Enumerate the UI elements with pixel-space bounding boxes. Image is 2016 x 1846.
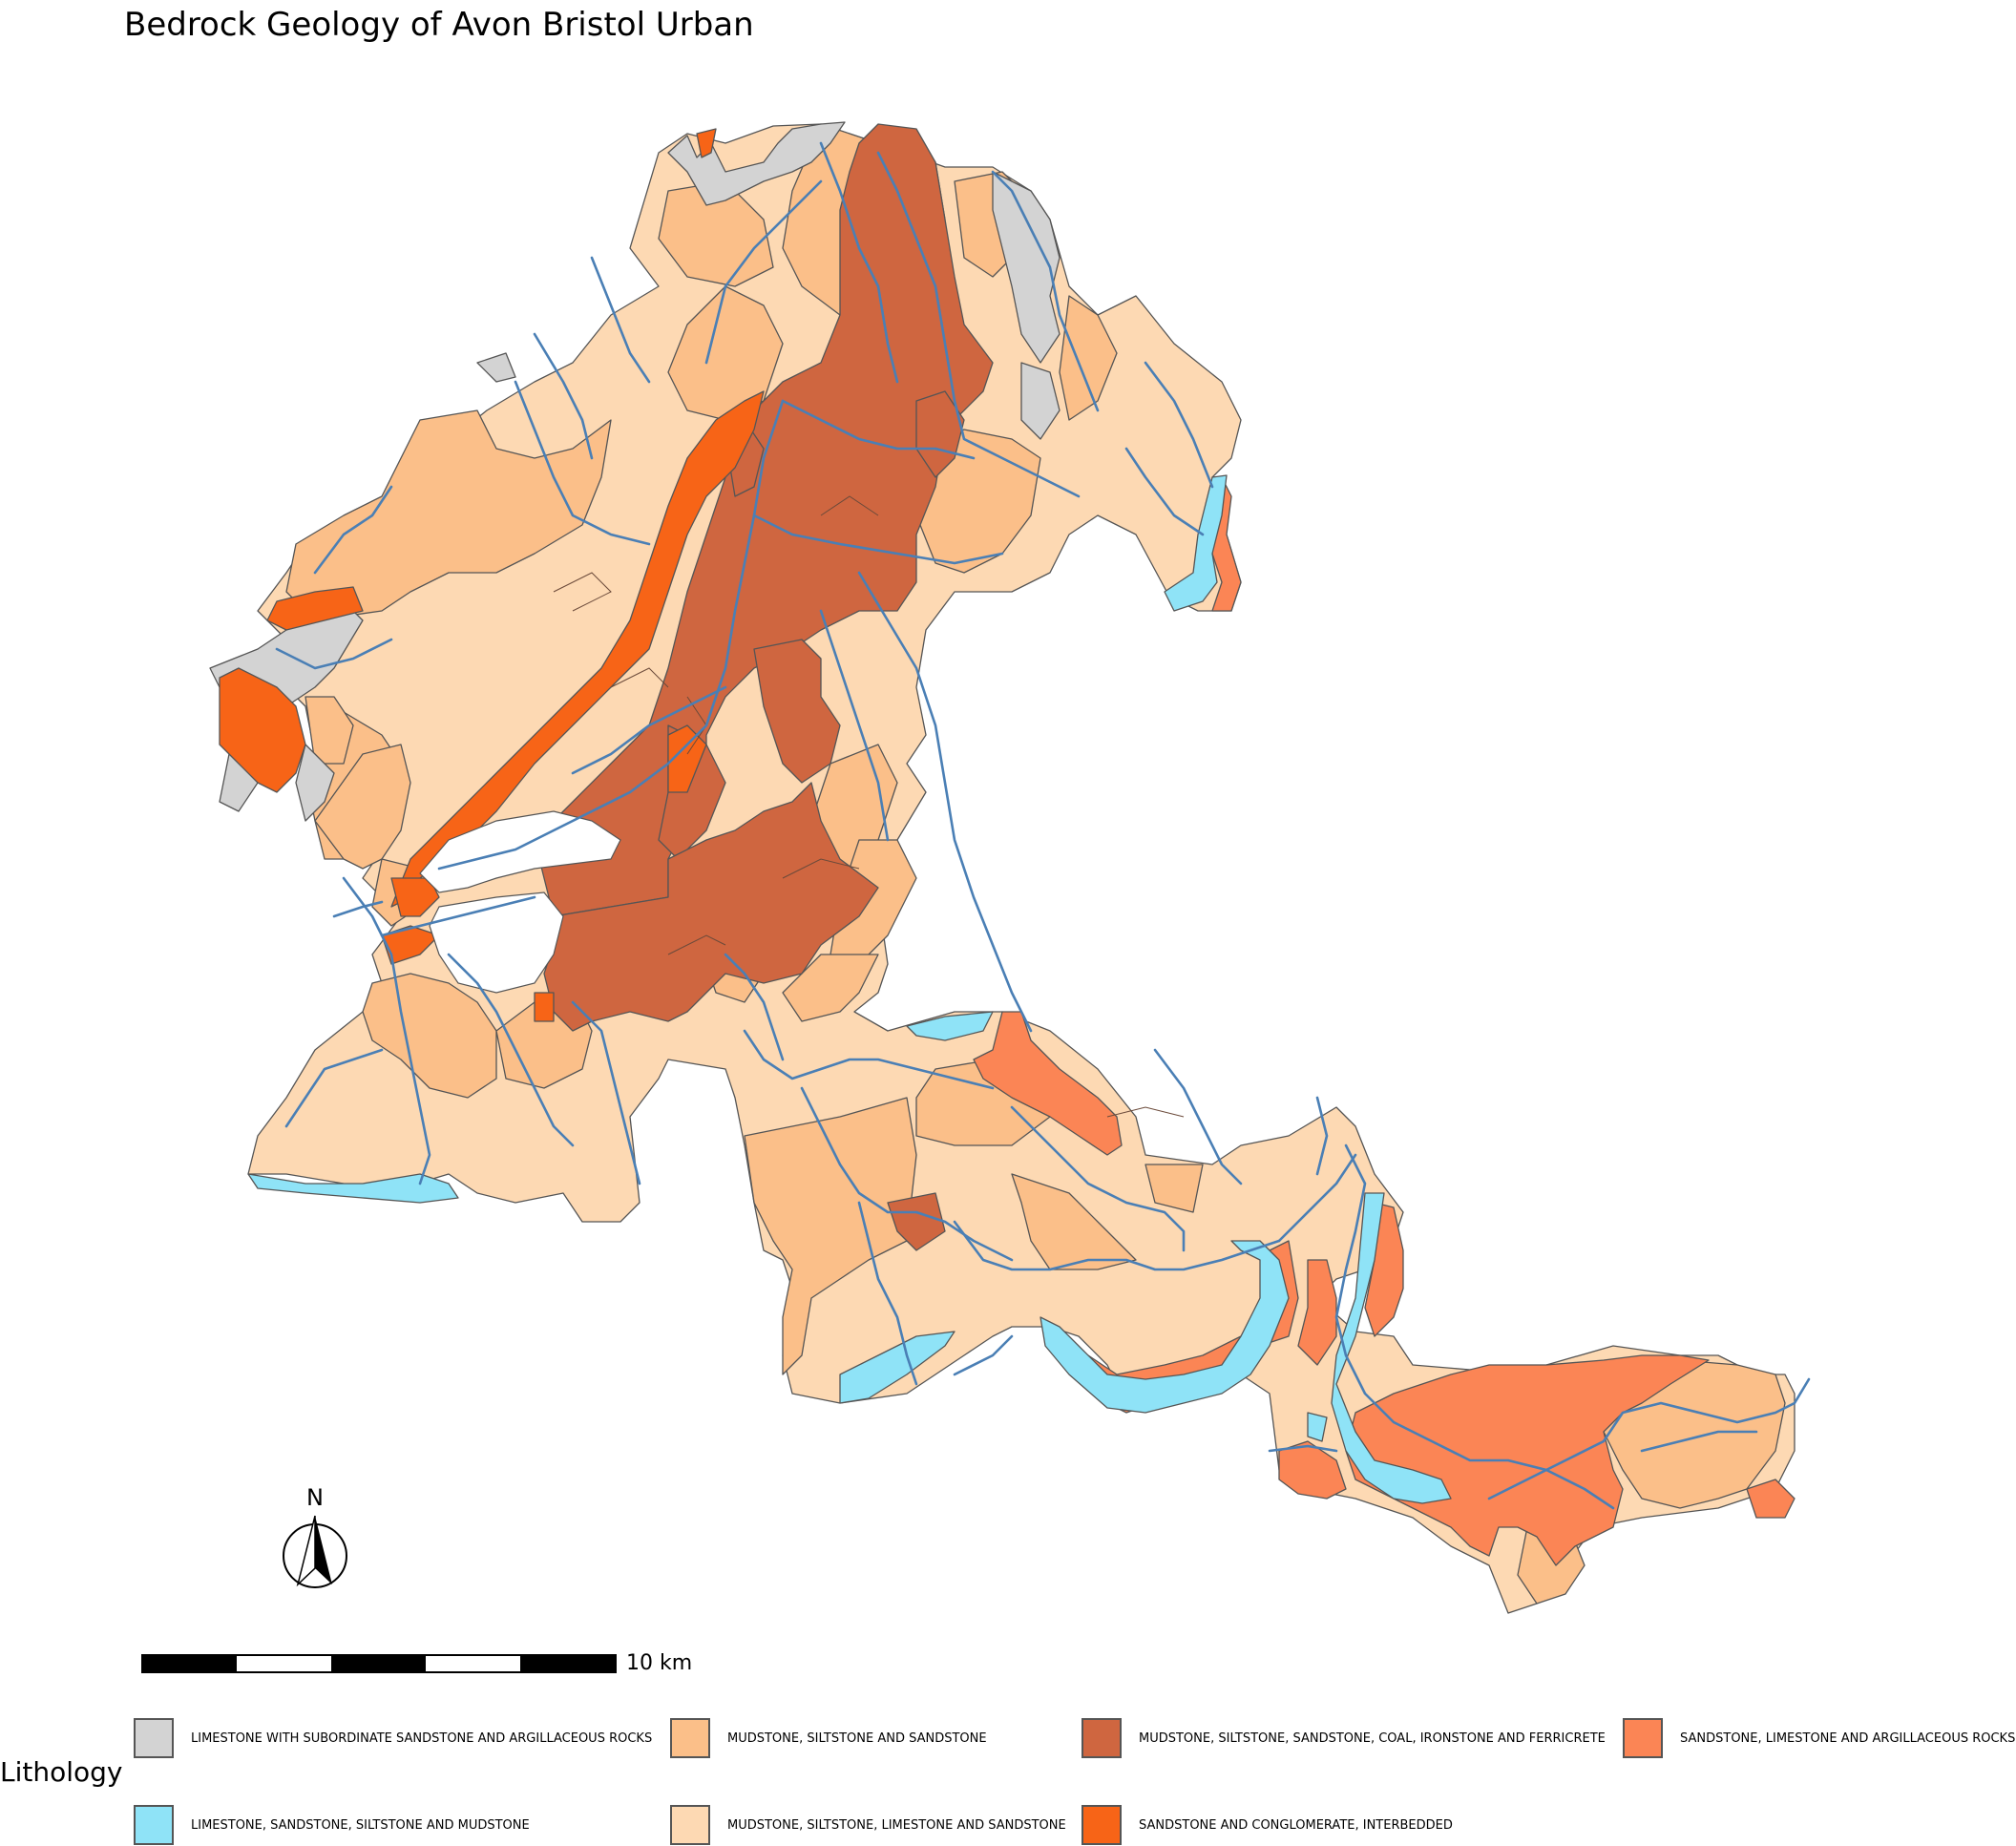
legend-item-label: LIMESTONE WITH SUBORDINATE SANDSTONE AND… [191, 1731, 653, 1746]
unit-mudstone-siltstone-sandstone [285, 123, 1786, 1605]
legend-swatch [1623, 1718, 1663, 1758]
legend-item-label: MUDSTONE, SILTSTONE, SANDSTONE, COAL, IR… [1139, 1731, 1606, 1746]
legend-swatch [670, 1805, 710, 1845]
map-title: Bedrock Geology of Avon Bristol Urban [124, 6, 754, 44]
scale-bar-label: 10 km [626, 1651, 693, 1675]
legend-item: SANDSTONE AND CONGLOMERATE, INTERBEDDED [1082, 1804, 1453, 1846]
legend-item: MUDSTONE, SILTSTONE, SANDSTONE, COAL, IR… [1082, 1717, 1606, 1759]
north-arrow-icon [283, 1515, 347, 1588]
legend-item: MUDSTONE, SILTSTONE AND SANDSTONE [670, 1717, 987, 1759]
sub-basin-boundaries [448, 495, 1185, 1118]
rivers [275, 141, 1811, 1510]
legend-swatch [670, 1718, 710, 1758]
legend-swatch [134, 1805, 174, 1845]
legend-title: Lithology [0, 1756, 123, 1788]
legend-item: MUDSTONE, SILTSTONE, LIMESTONE AND SANDS… [670, 1804, 1066, 1846]
legend-swatch [134, 1718, 174, 1758]
legend-item: LIMESTONE WITH SUBORDINATE SANDSTONE AND… [134, 1717, 652, 1759]
legend-item: LIMESTONE, SANDSTONE, SILTSTONE AND MUDS… [134, 1804, 530, 1846]
legend-item-label: SANDSTONE AND CONGLOMERATE, INTERBEDDED [1139, 1817, 1453, 1833]
scale-bar [141, 1654, 617, 1673]
legend-swatch [1082, 1805, 1122, 1845]
unit-limestone-sandstone-siltstone [247, 474, 1452, 1504]
legend-item-label: LIMESTONE, SANDSTONE, SILTSTONE AND MUDS… [191, 1817, 530, 1833]
north-arrow: N [277, 1484, 353, 1594]
legend-item-label: MUDSTONE, SILTSTONE AND SANDSTONE [727, 1731, 987, 1746]
north-arrow-letter: N [306, 1484, 324, 1511]
legend-item: SANDSTONE, LIMESTONE AND ARGILLACEOUS RO… [1623, 1717, 2015, 1759]
legend-item-label: MUDSTONE, SILTSTONE, LIMESTONE AND SANDS… [727, 1817, 1066, 1833]
legend-swatch [1082, 1718, 1122, 1758]
legend-item-label: SANDSTONE, LIMESTONE AND ARGILLACEOUS RO… [1680, 1731, 2016, 1746]
unit-sandstone-conglomerate [219, 128, 765, 1022]
